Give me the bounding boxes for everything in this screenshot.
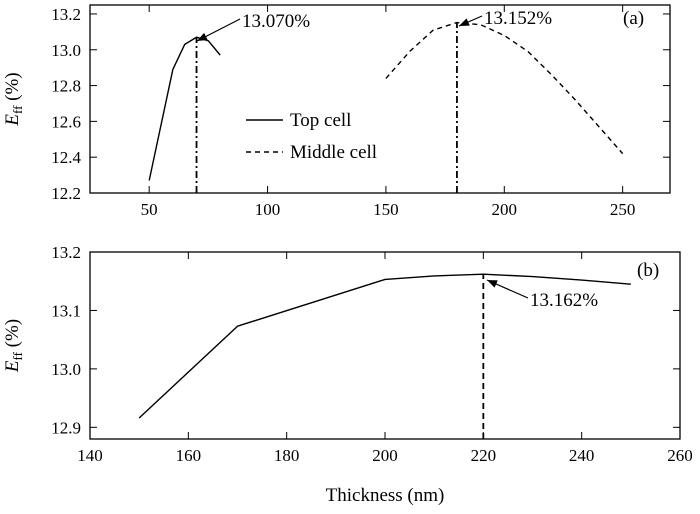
y-tick-label: 13.2 [51,243,81,262]
y-axis-title-sub: ff [10,351,25,360]
x-tick-label: 240 [569,446,595,465]
x-tick-label: 220 [471,446,497,465]
x-tick-label: 200 [492,200,518,219]
y-tick-label: 12.8 [51,77,81,96]
y-tick-label: 12.2 [51,184,81,203]
x-tick-label: 180 [274,446,300,465]
panel-b: 140 160 180 200 220 240 260 12.9 13.0 13.1 13.2 Eff… [2,243,693,506]
panel-a: 50 100 150 200 250 12.2 12.4 12.6 12.8 13.0 13.2 Ef… [2,4,671,219]
x-tick-label: 50 [141,200,158,219]
y-tick-label: 12.9 [51,418,81,437]
y-axis-title: Eff (%) [2,319,25,373]
annotation-label: 13.152% [484,8,552,29]
y-axis-title-unit: (%) [2,319,23,352]
y-axis-title-main: E [2,114,23,127]
y-tick-label: 12.6 [51,112,81,131]
x-tick-label: 100 [255,200,281,219]
x-tick-label: 250 [610,200,636,219]
legend-label: Top cell [290,110,351,131]
x-tick-label: 260 [667,446,693,465]
y-tick-label: 13.1 [51,301,81,320]
x-tick-label: 160 [176,446,202,465]
plot-frame [89,4,671,194]
x-tick-label: 140 [77,446,103,465]
y-tick-label: 13.0 [51,41,81,60]
series-top-cell [148,36,221,181]
x-axis-title: Thickness (nm) [326,485,445,506]
y-axis-title: Eff (%) [2,72,25,126]
panel-label: (b) [637,260,659,281]
legend-label: Middle cell [290,142,377,163]
y-axis-title-main: E [2,360,23,373]
annotation-label: 13.070% [242,11,310,32]
series-middle-cell [385,21,624,155]
annotation-arrow-head [197,32,208,41]
y-axis-title-unit: (%) [2,72,23,105]
annotation-arrow-head [459,18,470,26]
annotation-label: 13.162% [530,290,598,311]
y-tick-label: 13.2 [51,5,81,24]
x-tick-label: 150 [373,200,399,219]
y-axis-title-sub: ff [10,105,25,114]
series-efficiency [138,273,631,419]
x-tick-label: 200 [372,446,398,465]
y-tick-label: 12.4 [51,148,81,167]
panel-label: (a) [623,8,644,29]
annotation-arrow-head [487,280,498,288]
y-tick-label: 13.0 [51,360,81,379]
